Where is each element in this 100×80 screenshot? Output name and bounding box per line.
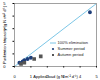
- svg-text:4: 4: [79, 74, 82, 79]
- html-text:Summer period: Summer period: [57, 46, 85, 51]
- svg-text:0: 0: [3, 63, 6, 69]
- svg-text:Purification capacity (g N m⁻²: Purification capacity (g N m⁻² d⁻¹): [2, 5, 7, 64]
- html-text:100% elimination: 100% elimination: [57, 40, 88, 45]
- svg-text:1: 1: [29, 74, 32, 80]
- html-text:Autumn period: Autumn period: [57, 52, 84, 57]
- svg-text:5: 5: [3, 1, 6, 6]
- svg-text:5: 5: [95, 74, 98, 79]
- svg-text:0: 0: [13, 74, 16, 79]
- svg-text:Applied load (g N m⁻² d⁻¹): Applied load (g N m⁻² d⁻¹): [33, 74, 78, 79]
